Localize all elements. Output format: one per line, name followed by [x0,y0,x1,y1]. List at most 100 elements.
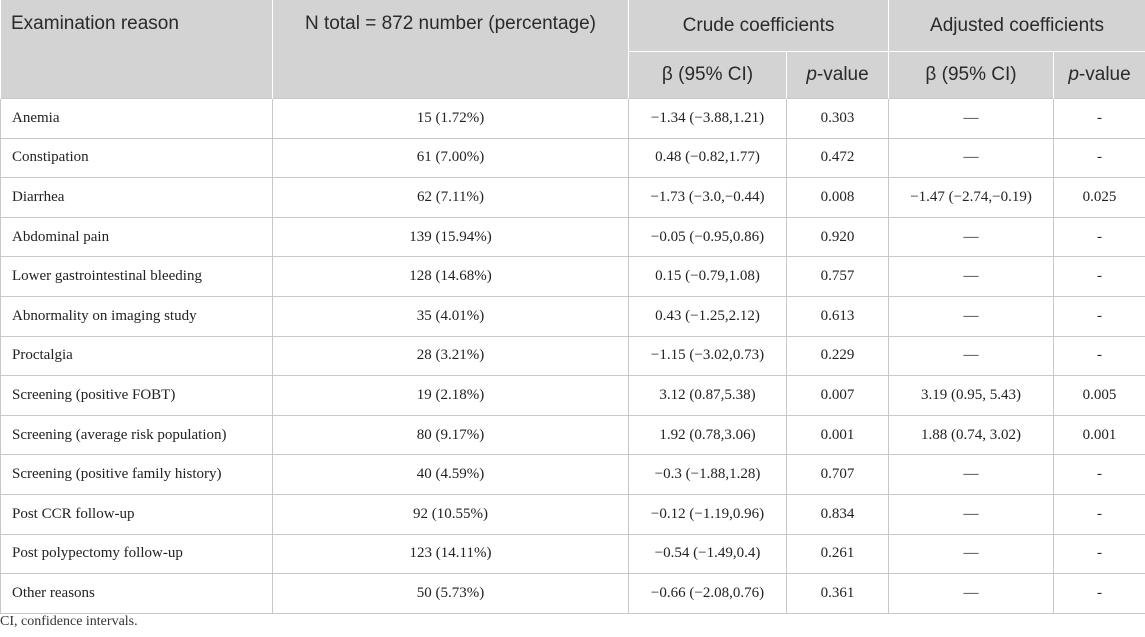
cell-adjusted-beta: — [888,295,1055,337]
cell-n-percentage: 15 (1.72%) [272,98,629,139]
cell-examination-reason: Proctalgia [0,335,273,377]
cell-crude-p-value: 0.008 [785,177,890,218]
cell-adjusted-beta: — [888,454,1055,495]
cell-crude-p-value: 0.261 [785,533,890,575]
cell-adjusted-p-value: 0.025 [1053,177,1145,218]
cell-crude-beta: −0.3 (−1.88,1.28) [628,454,787,495]
table-row: Screening (positive family history) 40 (4… [0,454,1145,495]
cell-examination-reason: Other reasons [0,573,273,614]
cell-n-percentage: 28 (3.21%) [272,335,629,377]
header-n-total: N total = 872 number (percentage) [272,0,629,99]
table-header: Examination reason N total = 872 number … [0,0,1145,99]
cell-adjusted-p-value: - [1053,256,1145,297]
table-footnote: CI, confidence intervals. [0,614,138,629]
cell-crude-p-value: 0.007 [785,375,890,416]
cell-crude-p-value: 0.757 [785,256,890,297]
cell-crude-p-value: 0.001 [785,414,890,456]
cell-n-percentage: 139 (15.94%) [272,216,629,258]
cell-examination-reason: Post polypectomy follow-up [0,533,273,575]
p-italic: p [1068,64,1079,85]
cell-adjusted-p-value: - [1053,137,1145,179]
cell-adjusted-beta: 3.19 (0.95, 5.43) [888,375,1055,416]
cell-crude-p-value: 0.229 [785,335,890,377]
header-adjusted-p-value: p-value [1053,51,1145,99]
cell-adjusted-beta: — [888,256,1055,297]
table-row: Lower gastrointestinal bleeding 128 (14.6… [0,256,1145,297]
cell-examination-reason: Constipation [0,137,273,179]
cell-examination-reason: Anemia [0,98,273,139]
cell-adjusted-p-value: - [1053,335,1145,377]
cell-crude-p-value: 0.472 [785,137,890,179]
examination-reason-table: Examination reason N total = 872 number … [0,0,1145,614]
header-adjusted-coefficients: Adjusted coefficients [888,0,1145,52]
cell-adjusted-p-value: - [1053,533,1145,575]
cell-n-percentage: 80 (9.17%) [272,414,629,456]
results-table-container: Examination reason N total = 872 number … [0,0,1145,614]
cell-crude-p-value: 0.834 [785,493,890,535]
cell-examination-reason: Screening (average risk population) [0,414,273,456]
cell-n-percentage: 92 (10.55%) [272,493,629,535]
table-row: Post polypectomy follow-up 123 (14.11%) −0… [0,533,1145,575]
table-row: Abdominal pain 139 (15.94%) −0.05 (−0.95,0… [0,216,1145,258]
cell-n-percentage: 40 (4.59%) [272,454,629,495]
cell-crude-beta: 0.43 (−1.25,2.12) [628,295,787,337]
cell-crude-p-value: 0.707 [785,454,890,495]
cell-adjusted-beta: −1.47 (−2.74,−0.19) [888,177,1055,218]
cell-crude-p-value: 0.303 [785,98,890,139]
cell-adjusted-beta: — [888,573,1055,614]
table-row: Anemia 15 (1.72%) −1.34 (−3.88,1.21) 0.303—… [0,98,1145,139]
p-italic: p [806,64,817,85]
cell-n-percentage: 61 (7.00%) [272,137,629,179]
table-row: Constipation 61 (7.00%) 0.48 (−0.82,1.77) 0… [0,137,1145,179]
cell-adjusted-beta: — [888,216,1055,258]
header-crude-coefficients: Crude coefficients [627,0,890,52]
cell-crude-beta: 0.48 (−0.82,1.77) [628,137,787,179]
cell-examination-reason: Screening (positive FOBT) [0,375,273,416]
cell-crude-p-value: 0.361 [785,573,890,614]
cell-adjusted-p-value: - [1053,454,1145,495]
cell-adjusted-p-value: 0.005 [1053,375,1145,416]
cell-adjusted-p-value: 0.001 [1053,414,1145,456]
cell-adjusted-p-value: - [1053,98,1145,139]
cell-crude-p-value: 0.613 [785,295,890,337]
cell-crude-beta: −1.34 (−3.88,1.21) [628,98,787,139]
header-crude-beta-ci: β (95% CI) [628,51,787,99]
cell-crude-beta: −0.12 (−1.19,0.96) [628,493,787,535]
cell-crude-beta: 1.92 (0.78,3.06) [628,414,787,456]
p-suffix: -value [1078,64,1131,85]
cell-adjusted-beta: 1.88 (0.74, 3.02) [888,414,1055,456]
cell-adjusted-beta: — [888,98,1055,139]
header-examination-reason: Examination reason [0,0,273,99]
cell-adjusted-p-value: - [1053,295,1145,337]
cell-adjusted-p-value: - [1053,493,1145,535]
cell-examination-reason: Diarrhea [0,177,273,218]
cell-examination-reason: Abnormality on imaging study [0,295,273,337]
cell-crude-beta: −0.05 (−0.95,0.86) [628,216,787,258]
cell-crude-beta: 3.12 (0.87,5.38) [628,375,787,416]
table-row: Screening (positive FOBT) 19 (2.18%) 3.12 … [0,375,1145,416]
cell-examination-reason: Screening (positive family history) [0,454,273,495]
cell-n-percentage: 62 (7.11%) [272,177,629,218]
cell-examination-reason: Post CCR follow-up [0,493,273,535]
cell-n-percentage: 35 (4.01%) [272,295,629,337]
table-body: Anemia 15 (1.72%) −1.34 (−3.88,1.21) 0.303—… [0,98,1145,614]
cell-crude-beta: −0.66 (−2.08,0.76) [628,573,787,614]
table-row: Post CCR follow-up 92 (10.55%) −0.12 (−1.1… [0,493,1145,535]
cell-n-percentage: 128 (14.68%) [272,256,629,297]
cell-crude-p-value: 0.920 [785,216,890,258]
cell-crude-beta: 0.15 (−0.79,1.08) [628,256,787,297]
cell-crude-beta: −1.15 (−3.02,0.73) [628,335,787,377]
cell-crude-beta: −0.54 (−1.49,0.4) [628,533,787,575]
cell-adjusted-p-value: - [1053,216,1145,258]
cell-adjusted-beta: — [888,493,1055,535]
cell-adjusted-beta: — [888,533,1055,575]
cell-crude-beta: −1.73 (−3.0,−0.44) [628,177,787,218]
header-adjusted-beta-ci: β (95% CI) [888,51,1055,99]
cell-n-percentage: 123 (14.11%) [272,533,629,575]
header-crude-p-value: p-value [785,51,890,99]
table-row: Abnormality on imaging study 35 (4.01%) 0.… [0,295,1145,337]
table-row: Other reasons 50 (5.73%) −0.66 (−2.08,0.76… [0,573,1145,614]
cell-n-percentage: 19 (2.18%) [272,375,629,416]
cell-adjusted-beta: — [888,335,1055,377]
cell-adjusted-p-value: - [1053,573,1145,614]
